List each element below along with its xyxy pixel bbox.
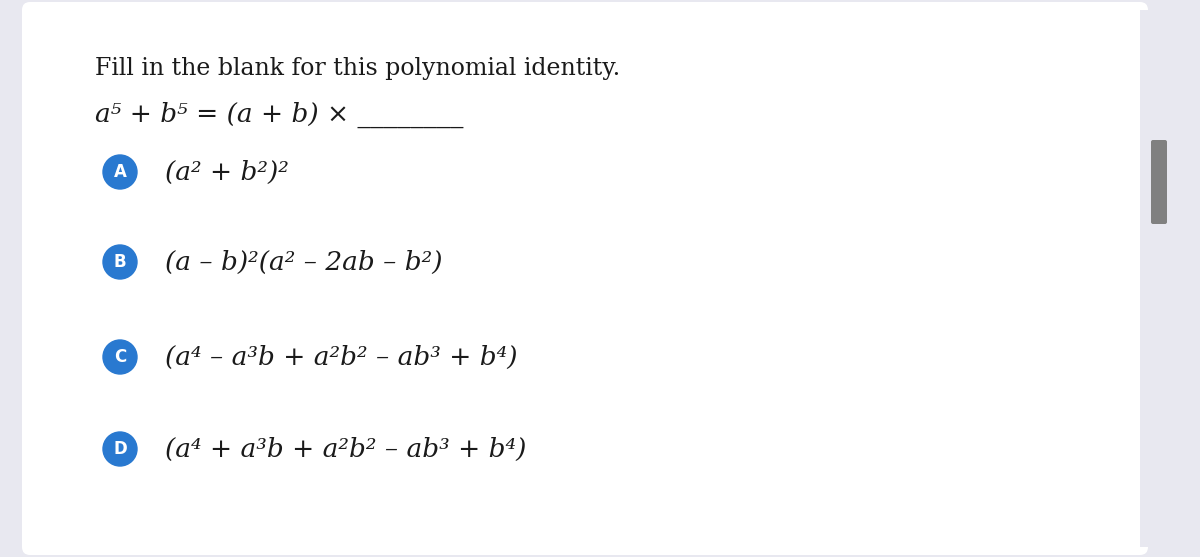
Text: (a² + b²)²: (a² + b²)² — [166, 159, 289, 184]
Circle shape — [103, 432, 137, 466]
FancyBboxPatch shape — [22, 2, 1148, 555]
Text: A: A — [114, 163, 126, 181]
Circle shape — [103, 155, 137, 189]
Text: (a – b)²(a² – 2ab – b²): (a – b)²(a² – 2ab – b²) — [166, 250, 443, 275]
Circle shape — [103, 340, 137, 374]
Text: D: D — [113, 440, 127, 458]
FancyBboxPatch shape — [1151, 140, 1166, 224]
Text: a⁵ + b⁵ = (a + b) × ________: a⁵ + b⁵ = (a + b) × ________ — [95, 102, 463, 128]
Text: B: B — [114, 253, 126, 271]
Text: (a⁴ – a³b + a²b² – ab³ + b⁴): (a⁴ – a³b + a²b² – ab³ + b⁴) — [166, 344, 517, 369]
Text: C: C — [114, 348, 126, 366]
Bar — [1140, 10, 1200, 547]
Text: (a⁴ + a³b + a²b² – ab³ + b⁴): (a⁴ + a³b + a²b² – ab³ + b⁴) — [166, 437, 527, 462]
Circle shape — [103, 245, 137, 279]
Text: Fill in the blank for this polynomial identity.: Fill in the blank for this polynomial id… — [95, 57, 620, 80]
